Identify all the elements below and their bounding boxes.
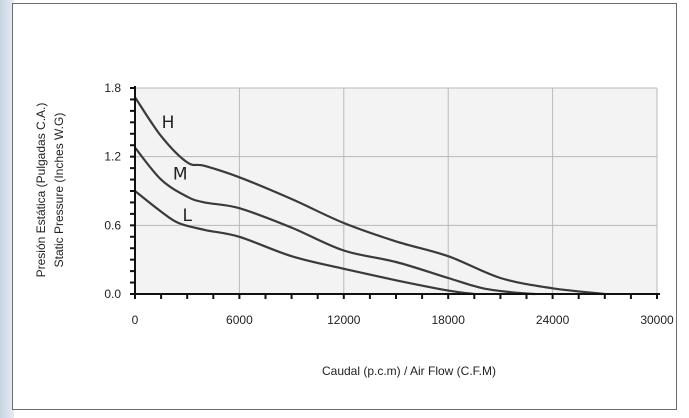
curve-label-L: L [182, 206, 192, 226]
x-tick-label-3: 18000 [432, 313, 466, 327]
curve-L [133, 189, 476, 296]
y-axis-title-english: Static Pressure (Inches W.G) [52, 113, 66, 268]
curve-H [133, 96, 606, 296]
y-axis-title-spanish: Presión Estática (Pulgadas C.A.) [34, 103, 48, 278]
x-tick-label-1: 6000 [226, 313, 253, 327]
x-tick-label-2: 12000 [327, 313, 361, 327]
y-tick-label-2: 1.2 [104, 150, 121, 164]
left-edge-strip [0, 0, 14, 418]
curve-labels: H M L [162, 113, 193, 226]
x-tick-label-4: 24000 [536, 313, 570, 327]
plot-area [135, 88, 657, 294]
curve-M [133, 146, 537, 296]
tick-labels: 0 6000 12000 18000 24000 30000 0.0 0.6 1.2 1.8 [104, 81, 674, 327]
x-tick-label-0: 0 [132, 313, 139, 327]
curves [133, 96, 606, 296]
y-tick-label-3: 1.8 [104, 81, 121, 95]
curve-label-H: H [162, 113, 175, 133]
y-tick-label-1: 0.6 [104, 218, 121, 232]
y-tick-label-0: 0.0 [104, 287, 121, 301]
x-tick-label-5: 30000 [640, 313, 674, 327]
curve-label-M: M [173, 165, 188, 185]
grid-lines [135, 87, 658, 294]
x-axis-title: Caudal (p.c.m) / Air Flow (C.F.M) [322, 364, 496, 378]
tick-marks [130, 87, 658, 299]
